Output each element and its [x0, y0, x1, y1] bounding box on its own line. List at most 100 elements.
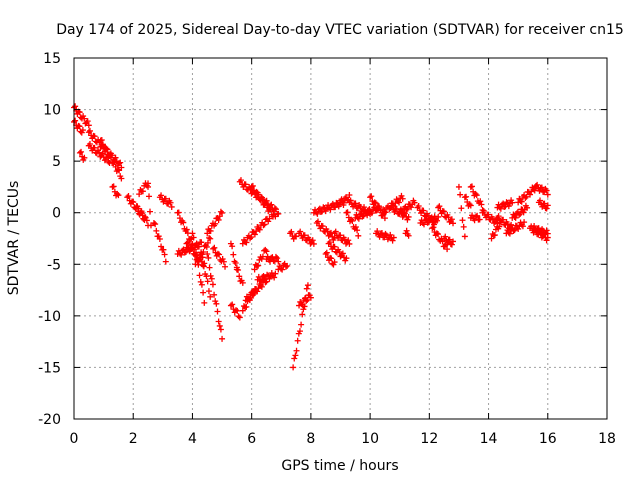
data-point: [473, 192, 480, 199]
data-point: [396, 199, 403, 206]
data-point: [99, 150, 106, 157]
data-point: [85, 122, 92, 129]
data-point: [214, 250, 221, 257]
data-point: [458, 205, 465, 212]
data-point: [106, 151, 113, 158]
data-point: [207, 272, 214, 279]
data-point: [405, 213, 412, 220]
data-point: [196, 272, 203, 279]
chart-title: Day 174 of 2025, Sidereal Day-to-day VTE…: [56, 22, 624, 38]
data-point: [116, 160, 123, 167]
data-point: [340, 199, 347, 206]
data-point: [167, 199, 174, 206]
data-point: [207, 235, 214, 242]
data-point: [160, 246, 167, 253]
data-point: [220, 258, 227, 265]
data-point: [72, 117, 79, 124]
data-point: [535, 225, 542, 232]
data-point: [175, 209, 182, 216]
data-point: [304, 282, 311, 289]
data-point: [359, 213, 366, 220]
data-point: [254, 189, 261, 196]
data-point: [496, 223, 503, 230]
data-point: [485, 211, 492, 218]
data-point: [399, 195, 406, 202]
data-point: [272, 213, 279, 220]
data-point: [199, 254, 206, 261]
data-point: [79, 127, 86, 134]
y-tick-label: 0: [52, 206, 61, 222]
data-point: [450, 238, 457, 245]
data-point: [216, 251, 223, 258]
data-point: [272, 270, 279, 277]
data-point: [229, 243, 236, 250]
data-point: [103, 145, 110, 152]
data-point: [139, 210, 146, 217]
data-point: [183, 240, 190, 247]
data-point: [488, 235, 495, 242]
data-point: [346, 240, 353, 247]
data-point: [181, 249, 188, 256]
data-point: [430, 224, 437, 231]
data-point: [145, 183, 152, 190]
data-point: [182, 248, 189, 255]
data-point: [403, 227, 410, 234]
data-point: [520, 209, 527, 216]
data-point: [301, 232, 308, 239]
data-point: [219, 255, 226, 262]
data-point: [524, 204, 531, 211]
data-point: [215, 216, 222, 223]
data-point: [404, 216, 411, 223]
data-point: [368, 193, 375, 200]
data-point: [211, 291, 218, 298]
data-point: [258, 278, 265, 285]
data-point: [254, 288, 261, 295]
data-point: [352, 200, 359, 207]
data-point: [213, 300, 220, 307]
data-point: [421, 221, 428, 228]
data-point: [230, 251, 237, 258]
data-point: [204, 250, 211, 257]
data-point: [200, 263, 207, 270]
data-point: [426, 215, 433, 222]
data-point: [332, 228, 339, 235]
x-tick-label: 18: [598, 431, 616, 447]
data-point: [146, 193, 153, 200]
data-point: [298, 301, 305, 308]
data-point: [243, 303, 250, 310]
data-point: [460, 223, 467, 230]
data-point: [522, 195, 529, 202]
data-point: [368, 210, 375, 217]
data-point: [193, 240, 200, 247]
data-point: [476, 216, 483, 223]
data-point: [76, 123, 83, 130]
data-point: [343, 255, 350, 262]
data-point: [91, 144, 98, 151]
data-point: [258, 283, 265, 290]
data-point: [399, 208, 405, 215]
data-point: [139, 188, 146, 195]
data-point: [361, 204, 368, 211]
x-axis-label: GPS time / hours: [281, 458, 398, 474]
data-point: [279, 266, 286, 273]
data-point: [262, 246, 269, 253]
data-point: [463, 193, 470, 200]
data-point: [297, 228, 304, 235]
data-point: [201, 299, 208, 306]
data-point: [444, 246, 451, 253]
data-point: [180, 219, 187, 226]
data-point: [153, 227, 160, 234]
data-point: [125, 193, 132, 200]
data-point: [517, 197, 524, 204]
data-point: [446, 236, 453, 243]
data-point: [272, 253, 279, 260]
data-point: [232, 260, 239, 267]
data-point: [434, 231, 441, 238]
data-point: [216, 213, 223, 220]
data-point: [209, 281, 216, 288]
data-point: [319, 223, 326, 230]
data-point: [243, 239, 250, 246]
data-point: [523, 193, 530, 200]
data-point: [398, 192, 405, 199]
data-point: [110, 183, 117, 190]
